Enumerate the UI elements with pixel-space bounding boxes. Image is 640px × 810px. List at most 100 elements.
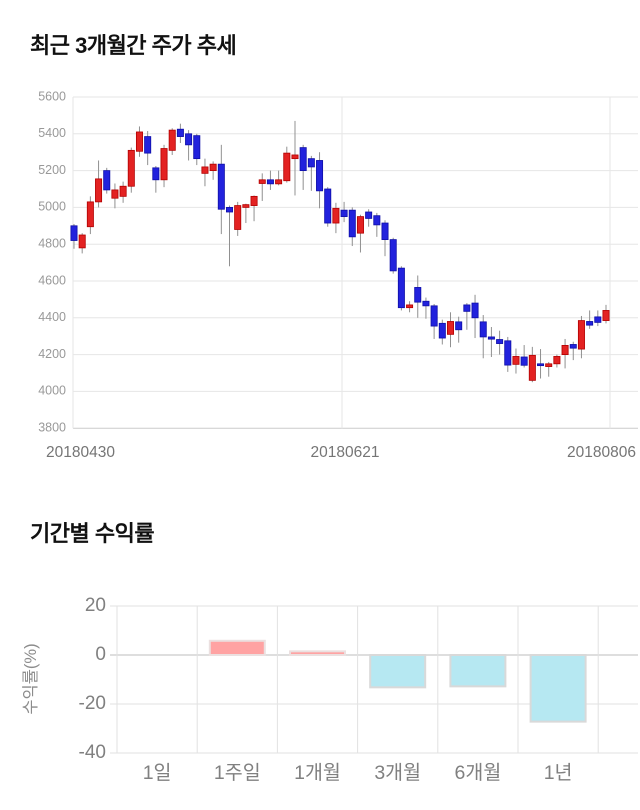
candle (283, 146, 291, 183)
return-bar (208, 639, 266, 657)
candle (144, 131, 152, 166)
candle (209, 161, 217, 180)
candle (512, 348, 520, 374)
candle (528, 346, 536, 383)
candle (520, 345, 528, 368)
y-tick-label: 5600 (38, 89, 66, 103)
price-y-axis-labels: 5600 5400 5200 5000 4800 4600 4400 4200 4000 3800 (38, 89, 66, 434)
candle (348, 207, 356, 247)
candle (381, 220, 389, 257)
candle (217, 144, 225, 235)
candle (373, 212, 381, 237)
category-label: 1개월 (294, 762, 341, 784)
candle (406, 301, 414, 313)
candle (414, 275, 422, 318)
price-x-axis-labels: 20180430 20180621 20180806 (46, 444, 636, 461)
price-candlestick-chart: 5600 5400 5200 5000 4800 4600 4400 4200 4000 3800… (38, 89, 638, 461)
candle (111, 183, 119, 209)
candle (463, 303, 471, 330)
y-tick-label: 0 (95, 644, 106, 665)
candle (422, 297, 430, 319)
candle (266, 170, 274, 190)
candle (356, 214, 364, 253)
candle (446, 312, 454, 348)
returns-chart-title: 기간별 수익률 (30, 521, 155, 546)
y-tick-label: -40 (79, 742, 106, 763)
candle (234, 201, 242, 236)
candle (299, 144, 307, 190)
candle (430, 304, 438, 339)
candle (561, 338, 569, 369)
candle (586, 310, 594, 329)
x-tick-label: 20180621 (311, 444, 380, 461)
y-tick-label: 5000 (38, 200, 66, 214)
candle (185, 130, 193, 161)
returns-bar-chart: 20 0 -20 -40 1일 1주일 1개월 3개월 6개월 1년 수익률(%) (21, 595, 638, 784)
y-tick-label: 4400 (38, 310, 66, 324)
candle (135, 126, 143, 157)
returns-bars (208, 639, 587, 723)
candle (152, 166, 160, 193)
return-bar (529, 654, 587, 723)
candle (537, 349, 545, 379)
candle (95, 160, 103, 208)
y-tick-label: 5200 (38, 163, 66, 177)
y-tick-label: 20 (85, 595, 106, 616)
candle (577, 315, 585, 359)
candle (602, 304, 610, 324)
candle (479, 315, 487, 359)
candle (275, 170, 283, 186)
category-label: 3개월 (374, 762, 421, 784)
candle (201, 158, 209, 187)
candle (176, 123, 184, 143)
x-tick-label: 20180430 (46, 444, 115, 461)
returns-y-axis-title: 수익률(%) (21, 643, 40, 714)
candle (127, 147, 135, 193)
candle (438, 319, 446, 345)
candle (389, 237, 397, 274)
candle (119, 181, 127, 203)
candle (307, 155, 315, 191)
candle (316, 152, 324, 209)
candle (594, 310, 602, 327)
y-tick-label: -20 (79, 693, 106, 714)
category-label: 1일 (143, 762, 172, 784)
candle (242, 203, 250, 224)
x-tick-label: 20180806 (567, 444, 636, 461)
candle (545, 361, 553, 377)
candle (168, 128, 176, 155)
candle (250, 195, 258, 222)
candle (487, 327, 495, 357)
candle (553, 354, 561, 368)
return-bar (449, 654, 507, 688)
candle (365, 209, 373, 227)
candle (397, 266, 405, 311)
y-tick-label: 4000 (38, 384, 66, 398)
candle (291, 120, 299, 196)
returns-y-axis-labels: 20 0 -20 -40 (79, 595, 106, 763)
candle (86, 196, 94, 235)
category-label: 1주일 (214, 762, 261, 784)
candle (324, 187, 332, 227)
candle (258, 173, 266, 201)
candle (103, 167, 111, 194)
return-bar (289, 650, 346, 656)
category-label: 1년 (544, 762, 573, 784)
y-tick-label: 5400 (38, 126, 66, 140)
candle (471, 294, 479, 339)
candle (70, 223, 78, 249)
candle (160, 144, 168, 188)
price-chart-title: 최근 3개월간 주가 추세 (30, 33, 237, 58)
candle (226, 205, 234, 267)
y-tick-label: 4200 (38, 347, 66, 361)
y-tick-label: 3800 (38, 420, 66, 434)
return-bar (369, 654, 427, 689)
candle (569, 341, 577, 361)
candle (455, 316, 463, 343)
y-tick-label: 4600 (38, 273, 66, 287)
price-candles (70, 120, 610, 383)
price-grid (72, 96, 638, 429)
candle (496, 330, 504, 355)
candle (193, 133, 201, 166)
returns-x-axis-labels: 1일 1주일 1개월 3개월 6개월 1년 (143, 762, 573, 784)
